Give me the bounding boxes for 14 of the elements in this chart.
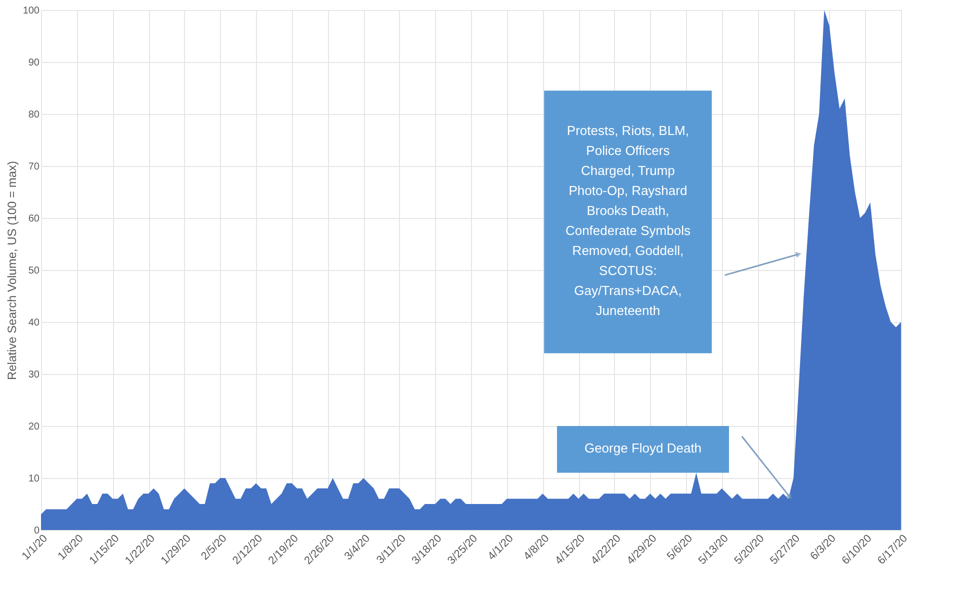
y-tick-label: 100: [22, 6, 40, 16]
y-tick-label: 30: [28, 370, 40, 380]
y-tick-label: 50: [28, 266, 40, 276]
annotation: George Floyd Death: [584, 440, 702, 456]
y-tick-label: 0: [34, 526, 40, 536]
y-tick-label: 20: [28, 422, 40, 432]
y-tick-label: 70: [28, 162, 40, 172]
y-axis-title: Relative Search Volume, US (100 = max): [4, 160, 19, 380]
text: Protests, Riots, BLM, Police Officers Charged, Trump Photo-Op, Rayshard Brooks Death, Confederate Symbols Removed, Goddell, SCOTUS: Gay/Trans+DACA, Juneteenth: [565, 122, 690, 318]
y-tick-label: 10: [28, 474, 40, 484]
y-tick-label: 90: [28, 58, 40, 68]
y-tick-label: 80: [28, 110, 40, 120]
y-tick-label: 60: [28, 214, 40, 224]
y-tick-label: 40: [28, 318, 40, 328]
